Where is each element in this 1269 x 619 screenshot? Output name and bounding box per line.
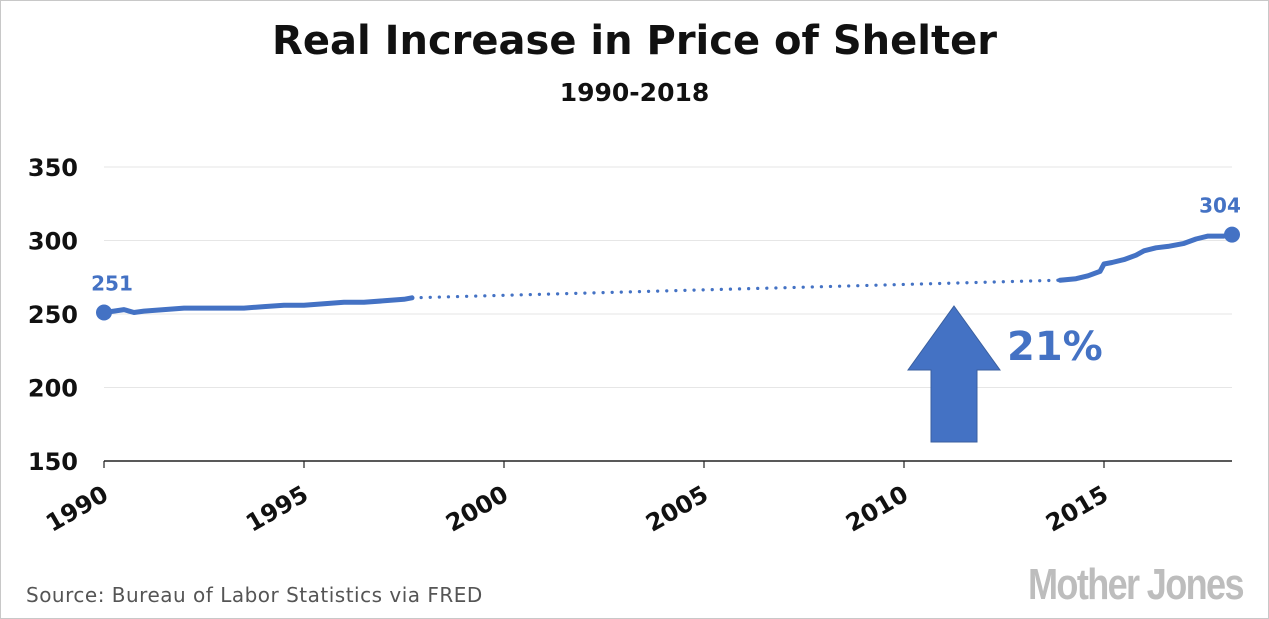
up-arrow-icon <box>907 305 1001 443</box>
endpoint-marker <box>96 304 112 321</box>
y-tick-label: 300 <box>28 228 78 256</box>
series-line-2 <box>410 278 1062 300</box>
data-label: 304 <box>1199 194 1241 218</box>
x-tick-label: 2010 <box>841 480 913 538</box>
x-tick-label: 2000 <box>441 480 513 538</box>
mother-jones-logo: Mother Jones <box>1028 560 1245 609</box>
x-tick-label: 2015 <box>1041 480 1113 538</box>
x-tick-label: 1990 <box>41 480 113 538</box>
percent-increase-label: 21% <box>1007 324 1103 370</box>
y-tick-label: 250 <box>28 301 78 329</box>
y-tick-label: 150 <box>28 448 78 476</box>
y-tick-label: 200 <box>28 375 78 403</box>
series-line-1 <box>101 295 415 315</box>
endpoint-marker <box>1224 226 1240 243</box>
x-tick-label: 1995 <box>241 480 313 538</box>
series-line-3 <box>1057 232 1235 283</box>
y-tick-label: 350 <box>28 154 78 182</box>
source-note: Source: Bureau of Labor Statistics via F… <box>26 583 483 607</box>
chart-title: Real Increase in Price of Shelter <box>272 18 997 64</box>
data-label: 251 <box>91 272 133 296</box>
chart-subtitle: 1990-2018 <box>559 78 710 107</box>
x-tick-label: 2005 <box>641 480 713 538</box>
